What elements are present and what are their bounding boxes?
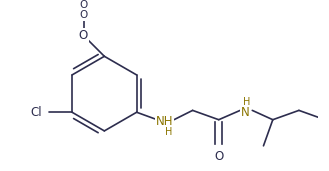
- Text: O: O: [80, 0, 88, 10]
- Text: NH: NH: [156, 115, 173, 128]
- Text: O: O: [214, 150, 223, 163]
- Text: N: N: [240, 106, 249, 119]
- Text: O: O: [78, 29, 88, 42]
- Text: H: H: [243, 97, 250, 107]
- Text: O: O: [77, 31, 87, 44]
- Text: H: H: [165, 127, 172, 137]
- Text: O: O: [80, 10, 88, 20]
- Text: Cl: Cl: [31, 106, 42, 119]
